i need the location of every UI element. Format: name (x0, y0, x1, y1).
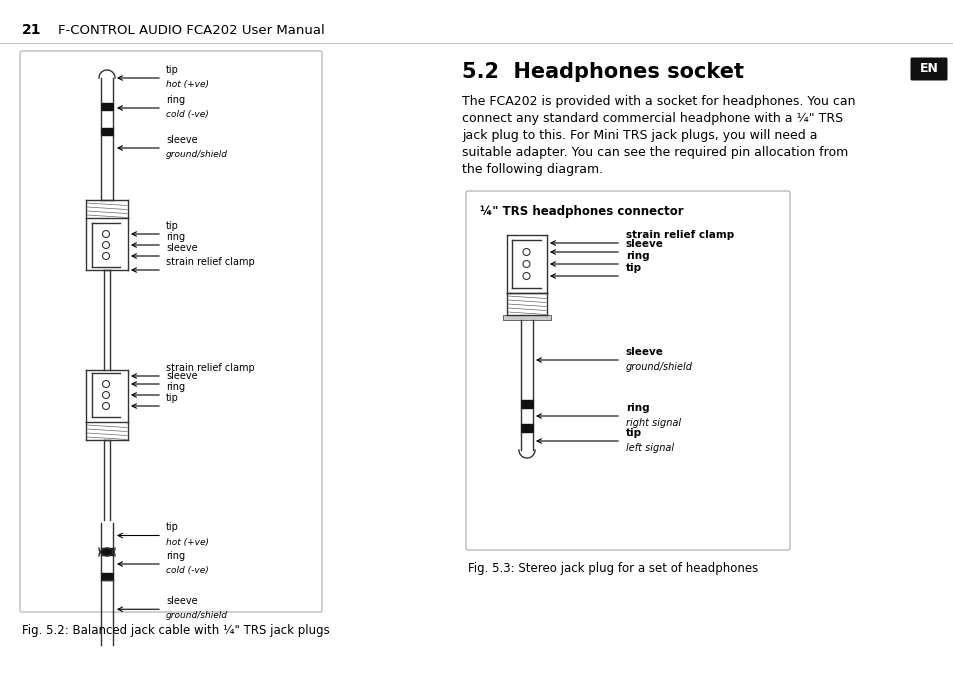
Text: jack plug to this. For Mini TRS jack plugs, you will need a: jack plug to this. For Mini TRS jack plu… (461, 129, 817, 142)
Circle shape (102, 380, 110, 387)
FancyBboxPatch shape (465, 191, 789, 550)
Text: tip: tip (166, 393, 178, 403)
Circle shape (102, 391, 110, 399)
Text: 5.2  Headphones socket: 5.2 Headphones socket (461, 62, 743, 82)
Circle shape (102, 230, 110, 238)
Text: ring: ring (166, 232, 185, 242)
Text: sleeve: sleeve (166, 243, 197, 253)
Circle shape (102, 242, 110, 248)
Text: tip: tip (625, 263, 641, 273)
Text: ring: ring (166, 95, 185, 105)
FancyBboxPatch shape (909, 58, 946, 81)
Text: right signal: right signal (625, 418, 680, 428)
Text: strain relief clamp: strain relief clamp (166, 363, 254, 373)
Text: strain relief clamp: strain relief clamp (166, 257, 254, 267)
Circle shape (102, 403, 110, 410)
Text: 21: 21 (22, 23, 42, 37)
Text: F-CONTROL AUDIO FCA202 User Manual: F-CONTROL AUDIO FCA202 User Manual (58, 24, 324, 37)
Text: tip: tip (625, 428, 641, 438)
Circle shape (522, 273, 530, 280)
Text: ground/shield: ground/shield (166, 150, 228, 159)
Text: the following diagram.: the following diagram. (461, 163, 602, 176)
Text: cold (-ve): cold (-ve) (166, 110, 209, 119)
Circle shape (522, 261, 530, 267)
Text: sleeve: sleeve (625, 347, 663, 357)
Text: Fig. 5.2: Balanced jack cable with ¼" TRS jack plugs: Fig. 5.2: Balanced jack cable with ¼" TR… (22, 624, 330, 637)
FancyBboxPatch shape (20, 51, 322, 612)
Text: connect any standard commercial headphone with a ¼" TRS: connect any standard commercial headphon… (461, 112, 842, 125)
Text: hot (+ve): hot (+ve) (166, 80, 209, 89)
Text: ring: ring (625, 403, 649, 413)
Text: ground/shield: ground/shield (625, 362, 692, 372)
Text: ring: ring (625, 251, 649, 261)
Text: ¼" TRS headphones connector: ¼" TRS headphones connector (479, 205, 683, 218)
Text: strain relief clamp: strain relief clamp (625, 230, 734, 240)
Text: tip: tip (166, 523, 178, 533)
Text: left signal: left signal (625, 443, 674, 453)
Text: suitable adapter. You can see the required pin allocation from: suitable adapter. You can see the requir… (461, 146, 847, 159)
Text: ground/shield: ground/shield (166, 611, 228, 620)
Circle shape (522, 248, 530, 255)
Text: ring: ring (166, 551, 185, 561)
Text: cold (-ve): cold (-ve) (166, 566, 209, 575)
Text: sleeve: sleeve (166, 135, 197, 145)
Text: The FCA202 is provided with a socket for headphones. You can: The FCA202 is provided with a socket for… (461, 95, 855, 108)
Text: Fig. 5.3: Stereo jack plug for a set of headphones: Fig. 5.3: Stereo jack plug for a set of … (468, 562, 758, 575)
Circle shape (102, 253, 110, 259)
Text: tip: tip (166, 221, 178, 231)
Text: tip: tip (166, 65, 178, 75)
Text: hot (+ve): hot (+ve) (166, 538, 209, 546)
Text: sleeve: sleeve (625, 239, 663, 249)
Text: EN: EN (919, 62, 938, 76)
Text: ring: ring (166, 382, 185, 392)
Text: sleeve: sleeve (166, 596, 197, 606)
Text: sleeve: sleeve (166, 371, 197, 381)
